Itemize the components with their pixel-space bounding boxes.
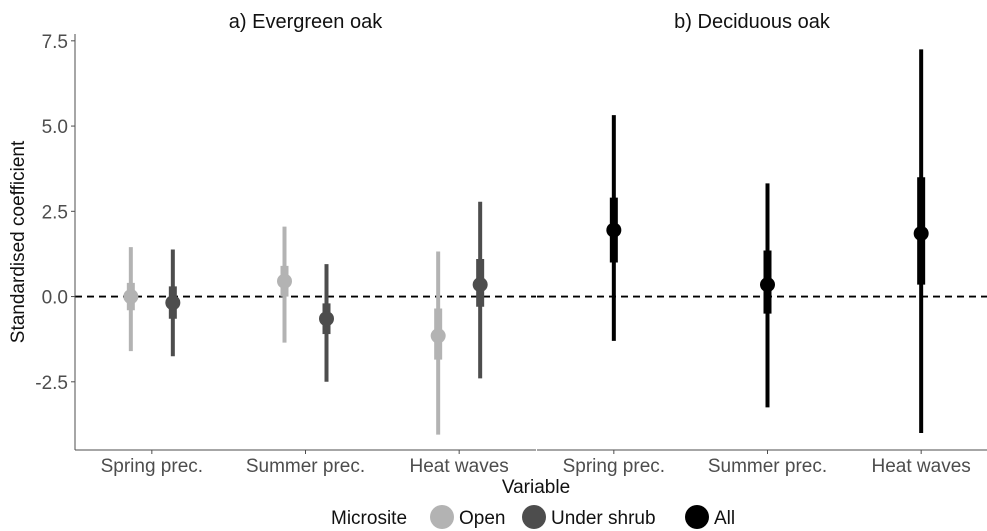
- legend-label-under-shrub: Under shrub: [551, 508, 656, 529]
- point-estimate: [760, 277, 775, 293]
- legend-label-open: Open: [459, 508, 505, 529]
- point-estimate: [472, 277, 488, 293]
- x-axis-title: Variable: [502, 477, 570, 498]
- x-tick-label: Summer prec.: [246, 456, 365, 477]
- legend: Microsite Open Under shrub All: [331, 505, 735, 529]
- y-tick-label: 5.0: [42, 117, 68, 138]
- panel-title: a) Evergreen oak: [229, 11, 383, 33]
- legend-key-under-shrub: [522, 505, 546, 529]
- panel-title: b) Deciduous oak: [674, 11, 831, 33]
- y-axis: -2.5 0.0 2.5 5.0 7.5: [35, 32, 76, 450]
- x-tick-label: Spring prec.: [563, 456, 665, 477]
- y-tick-label: 2.5: [42, 202, 68, 223]
- legend-title: Microsite: [331, 508, 407, 529]
- x-tick-label: Heat waves: [410, 456, 509, 477]
- x-tick-label: Summer prec.: [708, 456, 827, 477]
- point-estimate: [606, 222, 622, 238]
- y-axis-title: Standardised coefficient: [8, 140, 29, 343]
- point-estimate: [913, 225, 929, 241]
- y-tick-label: -2.5: [35, 373, 68, 394]
- legend-key-all: [685, 505, 709, 529]
- panel-b: b) Deciduous oak Spring prec. Summer prec.…: [537, 11, 987, 477]
- point-estimate: [319, 311, 334, 327]
- panels: a) Evergreen oak Spring prec. Summer prec.…: [75, 11, 987, 477]
- panel-a: a) Evergreen oak Spring prec. Summer prec.…: [75, 11, 536, 477]
- legend-key-open: [430, 505, 454, 529]
- y-tick-label: 0.0: [42, 288, 68, 309]
- point-estimate: [165, 295, 181, 311]
- point-estimate: [123, 289, 139, 305]
- y-tick-label: 7.5: [42, 32, 68, 53]
- x-tick-label: Heat waves: [872, 456, 971, 477]
- x-tick-label: Spring prec.: [101, 456, 203, 477]
- point-estimate: [277, 273, 292, 289]
- point-estimate: [430, 328, 446, 344]
- legend-label-all: All: [714, 508, 735, 529]
